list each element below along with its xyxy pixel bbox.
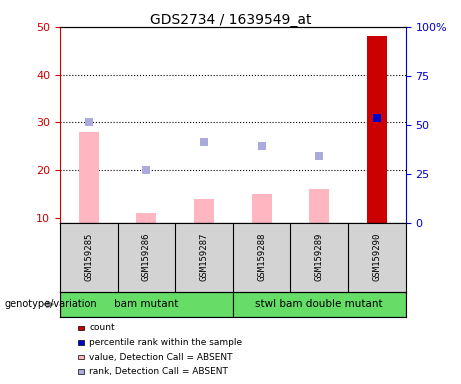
Text: GSM159289: GSM159289: [315, 233, 324, 281]
Text: GSM159287: GSM159287: [200, 233, 208, 281]
Bar: [79, 132, 99, 223]
Text: rank, Detection Call = ABSENT: rank, Detection Call = ABSENT: [89, 367, 228, 376]
Point: [200, 139, 207, 145]
Text: percentile rank within the sample: percentile rank within the sample: [89, 338, 242, 347]
Text: GSM159286: GSM159286: [142, 233, 151, 281]
Point: [85, 119, 92, 126]
Bar: [233, 292, 406, 317]
Bar: [367, 36, 387, 223]
Bar: [136, 213, 156, 223]
Bar: [194, 199, 214, 223]
Point: [142, 167, 150, 173]
Bar: [60, 292, 233, 317]
Point: [373, 114, 381, 121]
Text: bam mutant: bam mutant: [114, 299, 178, 310]
Text: genotype/variation: genotype/variation: [5, 299, 97, 310]
Bar: [309, 189, 329, 223]
Point: [315, 153, 323, 159]
Text: GSM159285: GSM159285: [84, 233, 93, 281]
Text: GDS2734 / 1639549_at: GDS2734 / 1639549_at: [150, 13, 311, 27]
Text: stwl bam double mutant: stwl bam double mutant: [255, 299, 383, 310]
Text: GSM159290: GSM159290: [372, 233, 381, 281]
Text: count: count: [89, 323, 115, 333]
Bar: [252, 194, 272, 223]
Text: value, Detection Call = ABSENT: value, Detection Call = ABSENT: [89, 353, 233, 362]
Point: [258, 143, 266, 149]
Text: GSM159288: GSM159288: [257, 233, 266, 281]
